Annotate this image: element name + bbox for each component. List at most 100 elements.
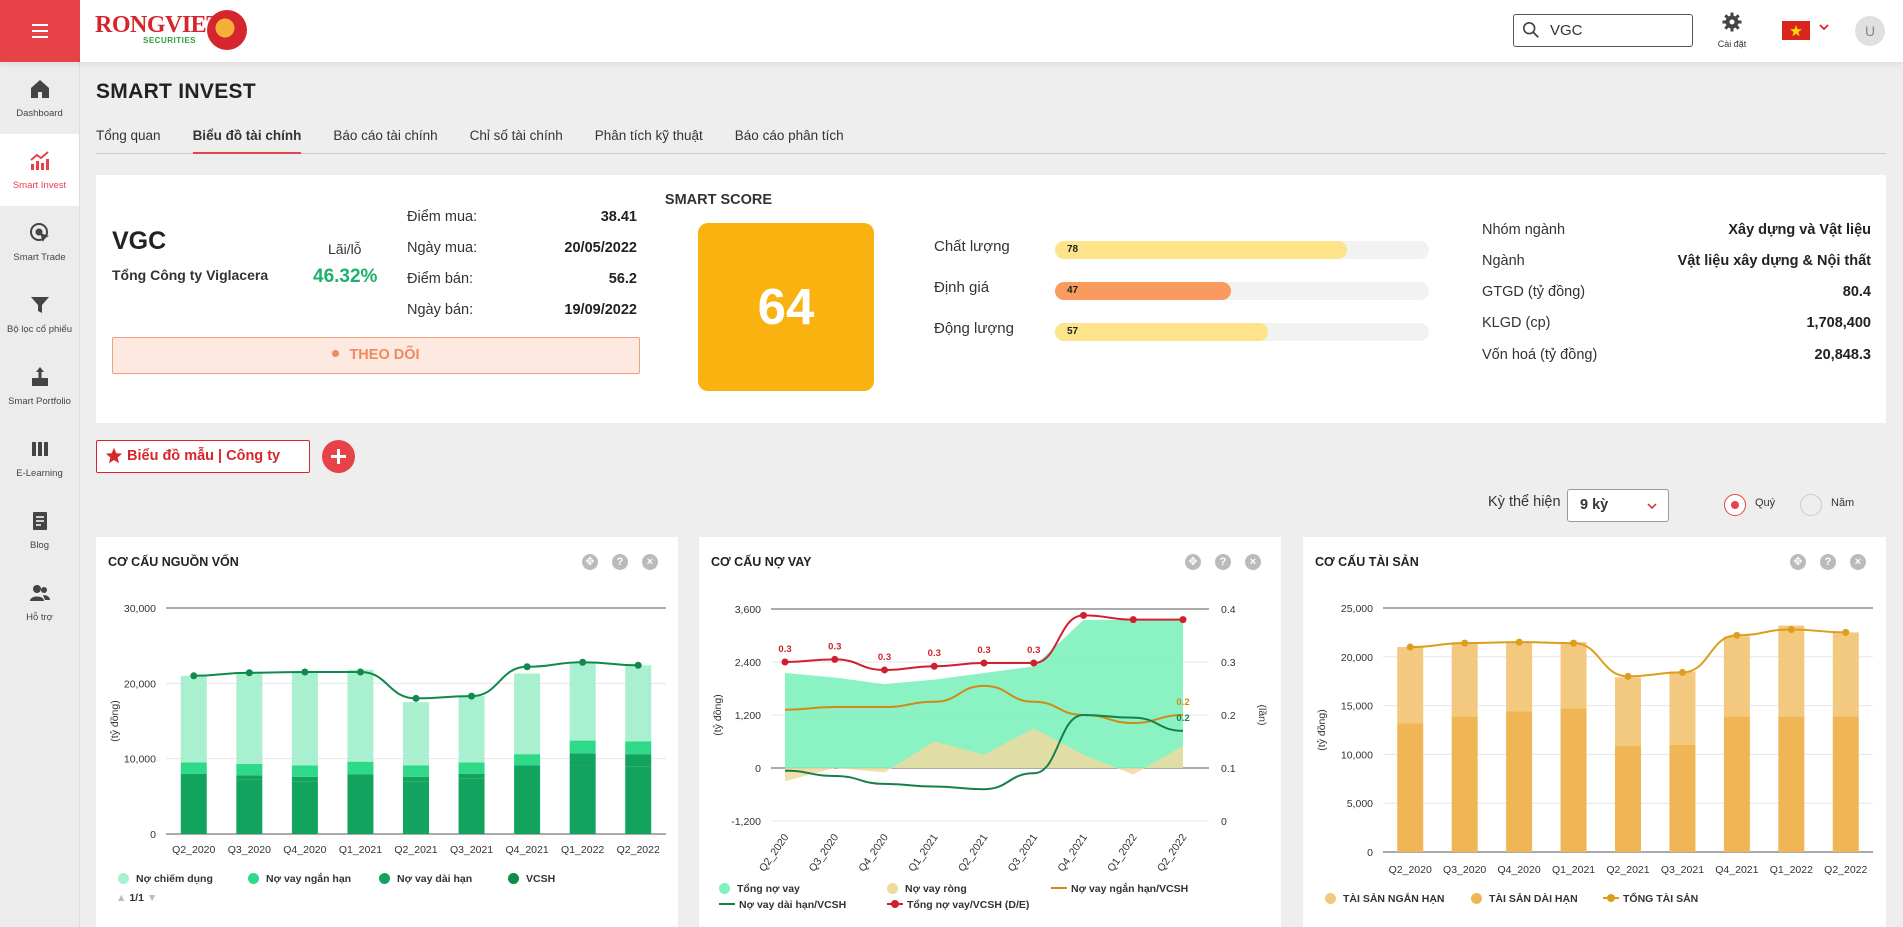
- tab-financial-reports[interactable]: Báo cáo tài chính: [333, 128, 438, 143]
- bar-segment: [347, 669, 374, 762]
- legend-pager[interactable]: ▲ 1/1 ▼: [116, 892, 158, 904]
- move-icon[interactable]: ✥: [1185, 554, 1201, 570]
- legend-item[interactable]: Nợ vay ròng: [887, 882, 967, 895]
- line-point: [1678, 668, 1686, 676]
- x-tick-label: Q2_2020: [172, 844, 215, 856]
- sidebar-item-label: E-Learning: [16, 467, 63, 479]
- chart-tools: ✥ ? ×: [582, 554, 662, 572]
- legend-item[interactable]: Nợ vay dài hạn/VCSH: [719, 899, 846, 911]
- bar-segment: [1832, 632, 1859, 717]
- settings-button[interactable]: Cài đặt: [1710, 12, 1754, 54]
- y-tick-label: 10,000: [124, 754, 156, 766]
- chart-template-button[interactable]: Biểu đồ mẫu | Công ty: [96, 440, 310, 473]
- sidebar-item-dashboard[interactable]: Dashboard: [0, 62, 79, 134]
- sell-price-label: Điểm bán:: [407, 271, 474, 287]
- move-icon[interactable]: ✥: [582, 554, 598, 570]
- chart-up-icon: [29, 150, 49, 170]
- x-tick-label: Q4_2020: [283, 844, 326, 856]
- sidebar-item-e-learning[interactable]: E-Learning: [0, 422, 79, 494]
- follow-button[interactable]: THEO DÕI: [112, 337, 640, 374]
- line-point: [1080, 611, 1087, 619]
- x-tick-label: Q4_2020: [856, 832, 891, 874]
- bar-segment: [1615, 677, 1641, 746]
- bar-segment: [1397, 647, 1424, 724]
- sidebar-item-smart-portfolio[interactable]: Smart Portfolio: [0, 350, 79, 422]
- help-icon[interactable]: ?: [1820, 554, 1836, 570]
- bar-vcsh-base: [514, 772, 541, 834]
- bar-segment: [347, 774, 374, 780]
- legend-item[interactable]: Nợ vay dài hạn: [379, 872, 472, 885]
- tab-financial-charts[interactable]: Biểu đồ tài chính: [192, 124, 302, 154]
- legend-item[interactable]: TỔNG TÀI SẢN: [1603, 893, 1698, 905]
- help-icon[interactable]: ?: [612, 554, 628, 570]
- legend-item[interactable]: Nợ vay ngắn hạn/VCSH: [1051, 883, 1188, 895]
- bar-segment: [625, 741, 652, 755]
- legend-item[interactable]: Tổng nợ vay: [719, 882, 800, 895]
- tab-financial-ratios[interactable]: Chỉ số tài chính: [469, 128, 563, 143]
- star-icon: [105, 447, 123, 464]
- x-tick-label: Q3_2021: [1661, 864, 1704, 876]
- y-tick-label: 0: [1367, 847, 1373, 859]
- hamburger-icon: [32, 30, 48, 32]
- search-box[interactable]: [1513, 14, 1693, 47]
- tab-technical-analysis[interactable]: Phân tích kỹ thuật: [594, 128, 703, 143]
- tab-overview[interactable]: Tổng quan: [96, 128, 161, 143]
- line-point: [1129, 616, 1137, 624]
- x-tick-label: Q1_2022: [561, 844, 604, 856]
- chevron-down-icon[interactable]: [1817, 20, 1831, 34]
- x-tick-label: Q1_2022: [1770, 864, 1813, 876]
- close-icon[interactable]: ×: [1245, 554, 1261, 570]
- bar-segment: [1560, 642, 1587, 709]
- sidebar-item-label: Smart Portfolio: [8, 395, 71, 407]
- sidebar-item-smart-trade[interactable]: Smart Trade: [0, 206, 79, 278]
- legend-item[interactable]: Nợ chiếm dụng: [118, 872, 213, 885]
- legend-item[interactable]: TÀI SẢN NGẮN HẠN: [1325, 892, 1445, 905]
- tab-analysis-reports[interactable]: Báo cáo phân tích: [734, 128, 844, 143]
- metric-bar: 47: [1055, 282, 1231, 300]
- period-select[interactable]: 9 kỳ: [1567, 489, 1669, 522]
- x-tick-label: Q3_2020: [807, 832, 842, 874]
- x-tick-label: Q4_2021: [506, 844, 549, 856]
- logo-subtitle: SECURITIES: [143, 36, 197, 45]
- stock-ticker: VGC: [112, 227, 167, 255]
- line-point: [831, 655, 839, 663]
- sidebar-item-stock-filter[interactable]: Bộ lọc cổ phiếu: [0, 278, 79, 350]
- data-label: 0.3: [778, 644, 791, 655]
- close-icon[interactable]: ×: [1850, 554, 1866, 570]
- bar-vcsh-base: [291, 781, 318, 834]
- legend-item[interactable]: VCSH: [508, 872, 555, 885]
- y-tick-label: 3,600: [735, 604, 761, 616]
- buy-price-row: Điểm mua: 38.41: [407, 209, 637, 229]
- bar-segment: [180, 762, 207, 774]
- data-label: 0.3: [878, 652, 891, 663]
- radio-quarter[interactable]: [1724, 494, 1746, 516]
- logo[interactable]: RONGVIET SECURITIES: [95, 10, 255, 52]
- bar-segment: [1832, 716, 1859, 852]
- sidebar-item-smart-invest[interactable]: Smart Invest: [0, 134, 79, 206]
- move-icon[interactable]: ✥: [1790, 554, 1806, 570]
- x-tick-label: Q2_2022: [1824, 864, 1867, 876]
- sidebar-item-support[interactable]: Hỗ trợ: [0, 566, 79, 638]
- sidebar-item-blog[interactable]: Blog: [0, 494, 79, 566]
- legend-item[interactable]: TÀI SẢN DÀI HẠN: [1471, 892, 1578, 905]
- data-label: 0.2: [1176, 713, 1189, 724]
- bar-segment: [1669, 671, 1696, 745]
- radio-year[interactable]: [1800, 494, 1822, 516]
- chevron-down-icon: [1647, 503, 1657, 510]
- bar-segment: [291, 776, 318, 782]
- sell-date-row: Ngày bán: 19/09/2022: [407, 302, 637, 322]
- avatar[interactable]: U: [1855, 16, 1885, 46]
- close-icon[interactable]: ×: [642, 554, 658, 570]
- x-tick-label: Q3_2021: [1006, 832, 1041, 874]
- help-icon[interactable]: ?: [1215, 554, 1231, 570]
- hamburger-menu-button[interactable]: [0, 0, 80, 62]
- legend-item[interactable]: Tổng nợ vay/VCSH (D/E): [887, 899, 1029, 911]
- y-tick-label: 2,400: [735, 657, 761, 669]
- y-tick-label: 0: [755, 763, 761, 775]
- legend-item[interactable]: Nợ vay ngắn hạn: [248, 872, 351, 885]
- vietnam-flag-icon[interactable]: [1782, 21, 1810, 40]
- search-input[interactable]: [1550, 19, 1688, 42]
- bar-segment: [1778, 625, 1805, 717]
- add-chart-button[interactable]: [322, 440, 355, 473]
- sell-date-value: 19/09/2022: [564, 302, 637, 318]
